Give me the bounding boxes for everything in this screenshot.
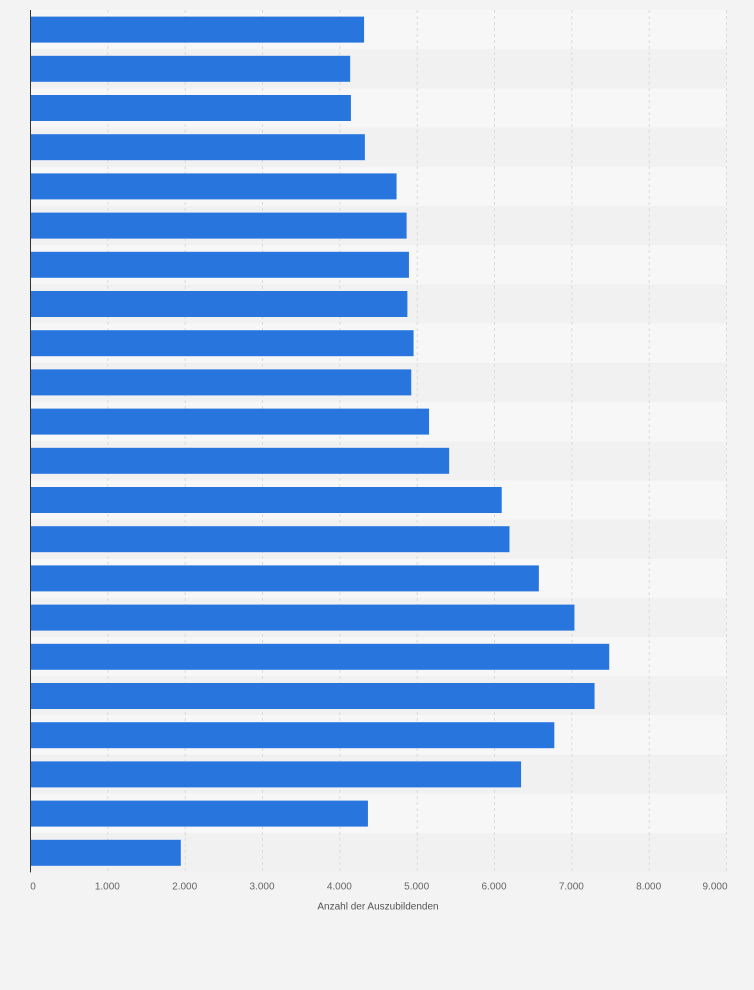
x-tick-label: 2.000	[172, 881, 197, 892]
bar[interactable]	[30, 839, 181, 866]
bar[interactable]	[30, 369, 412, 396]
bar[interactable]	[30, 55, 351, 82]
bar[interactable]	[30, 604, 575, 631]
x-tick-label: 9.000	[702, 881, 727, 892]
bar[interactable]	[30, 95, 351, 121]
bar[interactable]	[30, 173, 397, 200]
bar[interactable]	[30, 447, 450, 474]
x-tick-label: 3.000	[249, 881, 274, 892]
bar[interactable]	[30, 408, 430, 435]
bar[interactable]	[30, 800, 368, 827]
x-tick-label: 1.000	[95, 881, 120, 892]
x-axis-title: Anzahl der Auszubildenden	[317, 901, 438, 912]
x-tick-label: 4.000	[327, 881, 352, 892]
bar[interactable]	[30, 643, 610, 670]
x-tick-label: 7.000	[559, 881, 584, 892]
x-tick-label: 0	[30, 881, 36, 892]
bar[interactable]	[30, 487, 502, 513]
bar[interactable]	[30, 291, 408, 317]
x-tick-label: 8.000	[636, 881, 661, 892]
bar[interactable]	[30, 134, 365, 161]
bars	[30, 16, 610, 866]
bar[interactable]	[30, 212, 407, 239]
bar[interactable]	[30, 761, 522, 788]
bar[interactable]	[30, 330, 414, 357]
bar[interactable]	[30, 526, 510, 553]
x-tick-label: 6.000	[481, 881, 506, 892]
bar[interactable]	[30, 16, 365, 43]
bar[interactable]	[30, 683, 595, 709]
x-tick-label: 5.000	[404, 881, 429, 892]
bar[interactable]	[30, 722, 555, 749]
bar[interactable]	[30, 565, 539, 592]
bar[interactable]	[30, 251, 409, 278]
x-tick-labels: 0 1.000 2.000 3.000 4.000 5.000 6.000 7.000 8.00…	[30, 881, 728, 892]
